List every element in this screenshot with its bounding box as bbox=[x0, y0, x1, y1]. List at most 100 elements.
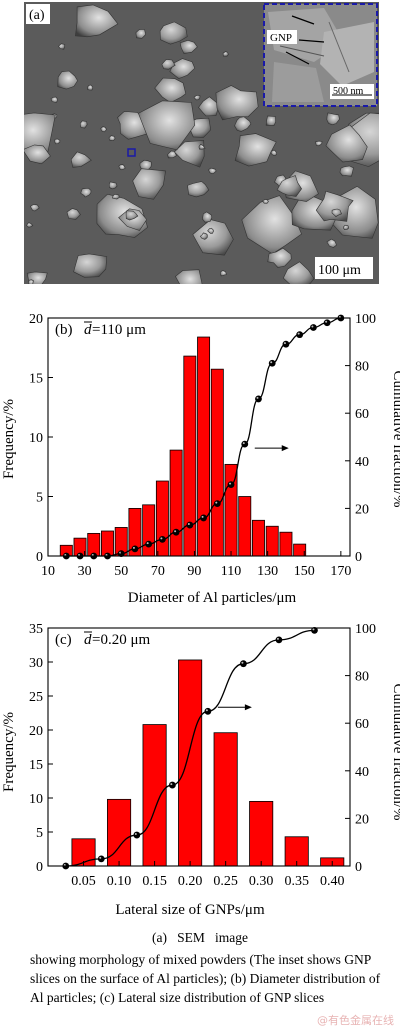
sem-particle bbox=[112, 194, 120, 200]
sem-particle bbox=[234, 133, 277, 167]
sem-particle bbox=[79, 120, 88, 129]
histogram-bar bbox=[238, 496, 252, 557]
sem-particle bbox=[276, 175, 302, 197]
chart-b-stat-symbol: d bbox=[84, 322, 92, 338]
x-tick-label: 50 bbox=[114, 564, 128, 579]
sem-particle bbox=[199, 232, 208, 240]
chart-panel-c: 0 5 10 15 20 25 30 35 0 20 40 60 80 100 0.05 0.10 0.15 0.… bbox=[1, 622, 400, 918]
sem-particle bbox=[53, 138, 61, 145]
cumulative-point bbox=[275, 636, 283, 644]
cumulative-point bbox=[240, 660, 247, 668]
x-tick-label: 170 bbox=[330, 564, 351, 579]
chart-panel-b: 0 5 10 15 20 0 20 40 60 80 100 10 30 50 70 90 110 130 150 1… bbox=[1, 312, 400, 606]
cumulative-axis-arrow bbox=[217, 704, 252, 711]
y-tick-label: 25 bbox=[29, 690, 43, 705]
x-tick-label: 0.05 bbox=[71, 874, 96, 889]
x-tick-label: 0.30 bbox=[249, 874, 274, 889]
y2-tick-label: 60 bbox=[355, 407, 369, 422]
watermark: @有色金属在线 bbox=[317, 1014, 394, 1027]
sem-particle bbox=[198, 96, 219, 117]
y-tick-label: 15 bbox=[29, 758, 43, 773]
cumulative-point bbox=[133, 831, 141, 839]
histogram-bar bbox=[213, 732, 238, 867]
y2-tick-label: 0 bbox=[355, 860, 362, 875]
sem-particle bbox=[193, 94, 201, 101]
x-tick-label: 130 bbox=[257, 564, 278, 579]
histogram-bar bbox=[142, 724, 167, 867]
chart-c-bars bbox=[71, 659, 345, 867]
y-tick-label: 15 bbox=[29, 372, 43, 387]
cumulative-point bbox=[172, 528, 180, 536]
sem-inset: GNP 500 nm bbox=[263, 3, 378, 107]
sem-inset-label: GNP bbox=[270, 32, 292, 44]
histogram-bar bbox=[169, 449, 183, 557]
sem-particle bbox=[135, 28, 147, 39]
cumulative-axis-arrow bbox=[254, 445, 289, 452]
y2-tick-label: 20 bbox=[355, 812, 369, 827]
cumulative-curve bbox=[65, 629, 315, 867]
x-tick-label: 10 bbox=[41, 564, 55, 579]
sem-particle bbox=[234, 116, 252, 132]
y2-tick-label: 40 bbox=[355, 765, 369, 780]
cumulative-point bbox=[268, 359, 276, 367]
sem-particle bbox=[220, 270, 227, 277]
x-tick-label: 110 bbox=[221, 564, 241, 579]
y-tick-label: 35 bbox=[29, 622, 43, 637]
sem-particle bbox=[282, 261, 315, 284]
cumulative-point bbox=[309, 324, 317, 331]
sem-particle bbox=[198, 143, 206, 150]
caption-body: showing morphology of mixed powders (The… bbox=[30, 952, 381, 1005]
sem-particle bbox=[331, 208, 342, 218]
sem-particle bbox=[315, 190, 354, 222]
y-tick-label: 0 bbox=[36, 550, 43, 565]
cumulative-point bbox=[186, 521, 194, 529]
histogram-bar bbox=[249, 800, 274, 867]
cumulative-point bbox=[145, 540, 153, 548]
y2-tick-label: 0 bbox=[355, 550, 362, 565]
sem-particle bbox=[215, 85, 259, 121]
sem-particle bbox=[187, 181, 210, 198]
sem-particle bbox=[343, 224, 350, 230]
sem-particle bbox=[109, 181, 118, 190]
chart-c-cumulative bbox=[62, 626, 318, 870]
histogram-bar bbox=[101, 530, 114, 557]
cumulative-point bbox=[97, 855, 105, 863]
sem-particle bbox=[159, 21, 188, 45]
sem-particle bbox=[75, 4, 119, 38]
sem-particle bbox=[314, 140, 323, 147]
y-tick-label: 0 bbox=[36, 860, 43, 875]
histogram-bar bbox=[155, 480, 169, 557]
sem-particle bbox=[118, 208, 148, 231]
sem-particle bbox=[132, 168, 166, 200]
sem-particle bbox=[70, 151, 92, 168]
y-tick-label: 20 bbox=[29, 312, 43, 327]
cumulative-point bbox=[255, 395, 262, 403]
sem-particle bbox=[57, 70, 78, 90]
x-tick-label: 0.25 bbox=[213, 874, 238, 889]
caption-title: (a) SEM image bbox=[152, 930, 248, 945]
x-tick-label: 90 bbox=[187, 564, 201, 579]
sem-particle bbox=[29, 204, 40, 212]
sem-particle bbox=[192, 219, 234, 256]
sem-particle bbox=[208, 167, 217, 175]
sem-particle bbox=[262, 199, 269, 204]
chart-b-ylabel: Frequency/% bbox=[1, 399, 17, 479]
sem-particle bbox=[87, 84, 94, 91]
sem-particle bbox=[339, 165, 354, 177]
y-tick-label: 5 bbox=[36, 826, 43, 841]
chart-b-xlabel: Diameter of Al particles/μm bbox=[128, 590, 297, 606]
cumulative-point bbox=[227, 481, 235, 488]
sem-particle bbox=[161, 59, 176, 70]
sem-particle bbox=[167, 150, 177, 159]
x-tick-label: 0.10 bbox=[107, 874, 132, 889]
cumulative-point bbox=[282, 340, 290, 348]
sem-particle bbox=[73, 253, 108, 278]
cumulative-point bbox=[168, 781, 176, 789]
chart-b-stat-value: =110 μm bbox=[92, 322, 146, 338]
y-tick-label: 5 bbox=[36, 491, 43, 506]
y-tick-label: 10 bbox=[29, 792, 43, 807]
cumulative-point bbox=[200, 514, 207, 522]
x-tick-label: 0.40 bbox=[320, 874, 345, 889]
chart-b-bars bbox=[59, 336, 307, 557]
chart-c-panel-label: (c) bbox=[55, 632, 72, 648]
